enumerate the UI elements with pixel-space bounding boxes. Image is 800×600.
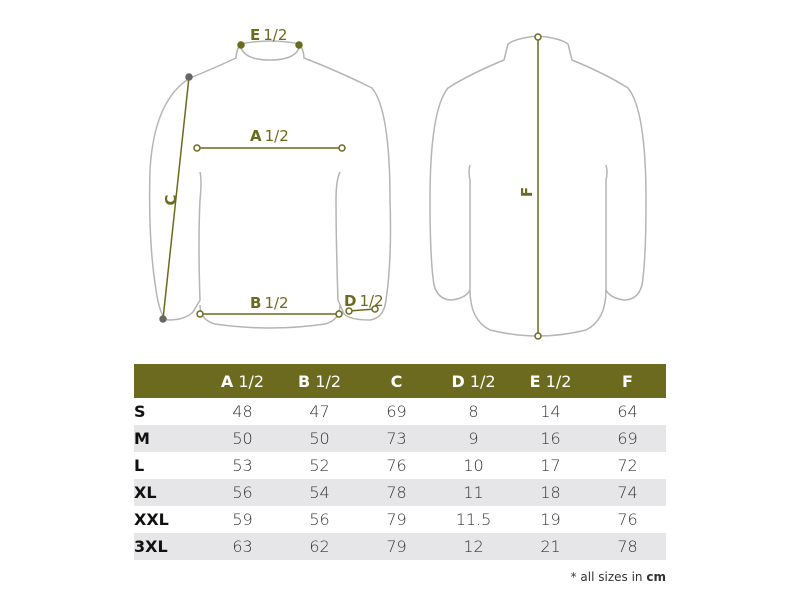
measure-f-end: [534, 332, 542, 340]
size-table: A 1/2 B 1/2 C D 1/2 E 1/2 F S 48 47 69 8 14 64…: [134, 364, 666, 560]
table-cell: 9: [435, 425, 512, 452]
table-cell: 50: [204, 425, 281, 452]
table-cell: 78: [589, 533, 666, 560]
measure-f-start: [534, 33, 542, 41]
header-e: E 1/2: [512, 364, 589, 398]
size-diagram: E 1/2 A 1/2 B 1/2 D 1/2 C F: [148, 26, 647, 340]
table-row: L 53 52 76 10 17 72: [134, 452, 666, 479]
size-label: XXL: [134, 510, 169, 529]
table-cell: 11: [435, 479, 512, 506]
units-footnote: * all sizes in cm: [570, 570, 666, 584]
label-d: D 1/2: [344, 292, 384, 310]
table-cell: 69: [589, 425, 666, 452]
table-row: XL 56 54 78 11 18 74: [134, 479, 666, 506]
table-cell: 64: [617, 402, 638, 421]
table-cell: 17: [540, 456, 561, 475]
header-a: A 1/2: [204, 364, 281, 398]
table-cell: 62: [281, 533, 358, 560]
label-c: C: [162, 194, 180, 205]
table-row: S 48 47 69 8 14 64: [134, 398, 666, 425]
table-cell: 54: [281, 479, 358, 506]
front-garment-outline: [148, 40, 392, 329]
table-cell: 79: [358, 533, 435, 560]
measure-a-end: [338, 144, 346, 152]
measure-d-end: [371, 305, 379, 313]
measure-d-line: [348, 308, 376, 312]
table-cell: 53: [232, 456, 253, 475]
table-cell: 78: [358, 479, 435, 506]
table-cell: 8: [468, 402, 479, 421]
table-cell: 50: [281, 425, 358, 452]
table-cell: 76: [617, 510, 638, 529]
table-cell: 16: [512, 425, 589, 452]
label-f: F: [518, 187, 536, 197]
table-cell: 76: [386, 456, 407, 475]
header-size: [134, 364, 204, 398]
measure-e-end: [295, 41, 303, 49]
table-cell: 59: [232, 510, 253, 529]
table-cell: 56: [204, 479, 281, 506]
size-label: S: [134, 402, 146, 421]
measure-e-start: [237, 41, 245, 49]
measure-c-start: [185, 73, 193, 81]
measure-d-start: [345, 307, 353, 315]
measure-c-line: [162, 76, 190, 320]
table-cell: 12: [435, 533, 512, 560]
table-cell: 52: [309, 456, 330, 475]
label-e: E 1/2: [250, 26, 287, 44]
measure-a-start: [193, 144, 201, 152]
table-cell: 69: [386, 402, 407, 421]
table-row: XXL 59 56 79 11.5 19 76: [134, 506, 666, 533]
header-f: F: [589, 364, 666, 398]
header-d: D 1/2: [435, 364, 512, 398]
table-cell: 14: [540, 402, 561, 421]
table-cell: 19: [540, 510, 561, 529]
table-cell: 72: [617, 456, 638, 475]
measure-b-start: [196, 310, 204, 318]
size-label: M: [134, 425, 204, 452]
label-a: A 1/2: [250, 127, 289, 145]
table-row: M 50 50 73 9 16 69: [134, 425, 666, 452]
label-b: B 1/2: [250, 294, 289, 312]
table-cell: 10: [463, 456, 484, 475]
table-row: 3XL 63 62 79 12 21 78: [134, 533, 666, 560]
table-cell: 63: [204, 533, 281, 560]
measure-b-end: [335, 310, 343, 318]
table-cell: 56: [309, 510, 330, 529]
size-label: L: [134, 456, 145, 475]
header-c: C: [358, 364, 435, 398]
measure-lines: [159, 33, 542, 340]
size-label: 3XL: [134, 533, 204, 560]
table-cell: 47: [309, 402, 330, 421]
table-cell: 21: [512, 533, 589, 560]
table-cell: 74: [589, 479, 666, 506]
table-cell: 11.5: [455, 510, 492, 529]
table-header-row: A 1/2 B 1/2 C D 1/2 E 1/2 F: [134, 364, 666, 398]
size-label: XL: [134, 479, 204, 506]
table-cell: 73: [358, 425, 435, 452]
measure-c-end: [159, 315, 167, 323]
table-cell: 18: [512, 479, 589, 506]
header-b: B 1/2: [281, 364, 358, 398]
table-cell: 48: [232, 402, 253, 421]
table-cell: 79: [386, 510, 407, 529]
